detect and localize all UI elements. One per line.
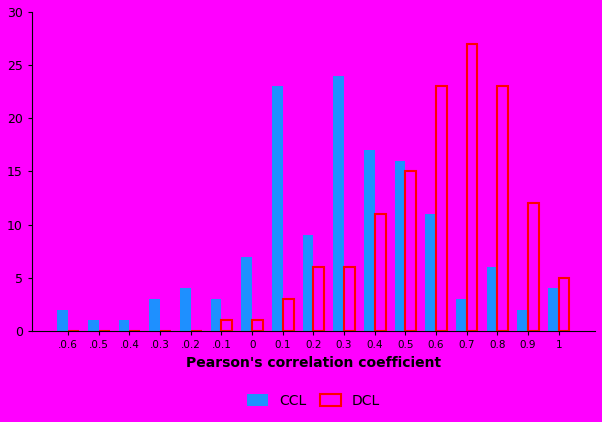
Bar <box>211 299 222 331</box>
X-axis label: Pearson's correlation coefficient: Pearson's correlation coefficient <box>186 356 441 370</box>
Bar <box>314 267 324 331</box>
Bar <box>334 76 344 331</box>
Bar <box>548 289 559 331</box>
Bar <box>57 310 68 331</box>
Bar <box>467 44 477 331</box>
Bar <box>436 87 447 331</box>
Bar <box>272 87 283 331</box>
Bar <box>517 310 528 331</box>
Bar <box>180 289 191 331</box>
Bar <box>405 171 416 331</box>
Bar <box>395 161 405 331</box>
Bar <box>426 214 436 331</box>
Bar <box>303 235 314 331</box>
Bar <box>149 299 160 331</box>
Bar <box>344 267 355 331</box>
Bar <box>252 320 263 331</box>
Bar <box>88 320 99 331</box>
Bar <box>559 278 569 331</box>
Bar <box>375 214 385 331</box>
Legend: CCL, DCL: CCL, DCL <box>241 388 386 414</box>
Bar <box>119 320 129 331</box>
Bar <box>283 299 294 331</box>
Bar <box>241 257 252 331</box>
Bar <box>222 320 232 331</box>
Bar <box>486 267 497 331</box>
Bar <box>497 87 508 331</box>
Bar <box>364 150 375 331</box>
Bar <box>456 299 467 331</box>
Bar <box>528 203 539 331</box>
